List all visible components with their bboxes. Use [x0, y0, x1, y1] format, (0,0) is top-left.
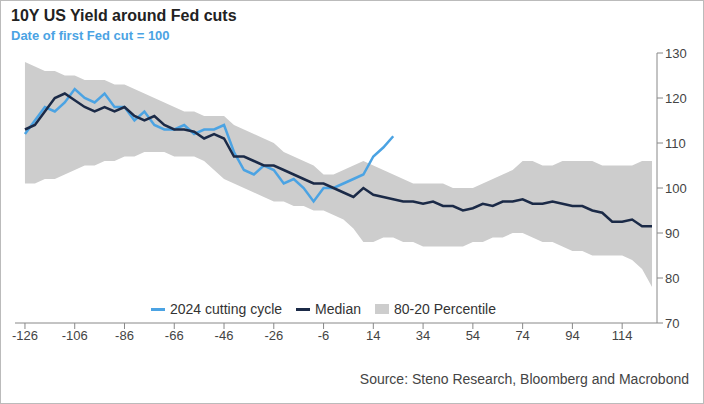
svg-text:94: 94 — [565, 328, 579, 343]
html-text:80-20 Percentile: 80-20 Percentile — [394, 301, 496, 317]
svg-text:110: 110 — [665, 136, 686, 151]
html-text:10Y US Yield around Fed cuts: 10Y US Yield around Fed cuts — [11, 7, 237, 24]
html-text:Source: Steno Research, Bloomb: Source: Steno Research, Bloomberg and Ma… — [359, 371, 689, 387]
svg-text:-106: -106 — [62, 328, 88, 343]
svg-text:114: 114 — [612, 328, 633, 343]
html-text:Date of first Fed cut = 100: Date of first Fed cut = 100 — [11, 28, 170, 43]
svg-text:-26: -26 — [264, 328, 283, 343]
svg-text:74: 74 — [515, 328, 529, 343]
svg-text:130: 130 — [665, 46, 687, 61]
svg-text:120: 120 — [665, 91, 687, 106]
svg-text:-126: -126 — [12, 328, 38, 343]
svg-text:-6: -6 — [318, 328, 330, 343]
svg-text:100: 100 — [665, 181, 687, 196]
svg-text:14: 14 — [366, 328, 380, 343]
html-text:Median: Median — [315, 301, 361, 317]
svg-text:-46: -46 — [215, 328, 234, 343]
svg-text:34: 34 — [416, 328, 430, 343]
svg-text:70: 70 — [665, 316, 679, 331]
svg-text:-86: -86 — [115, 328, 134, 343]
html-text:2024 cutting cycle: 2024 cutting cycle — [170, 301, 283, 317]
svg-text:54: 54 — [466, 328, 480, 343]
svg-text:-66: -66 — [165, 328, 184, 343]
svg-text:80: 80 — [665, 271, 679, 286]
svg-text:90: 90 — [665, 226, 679, 241]
